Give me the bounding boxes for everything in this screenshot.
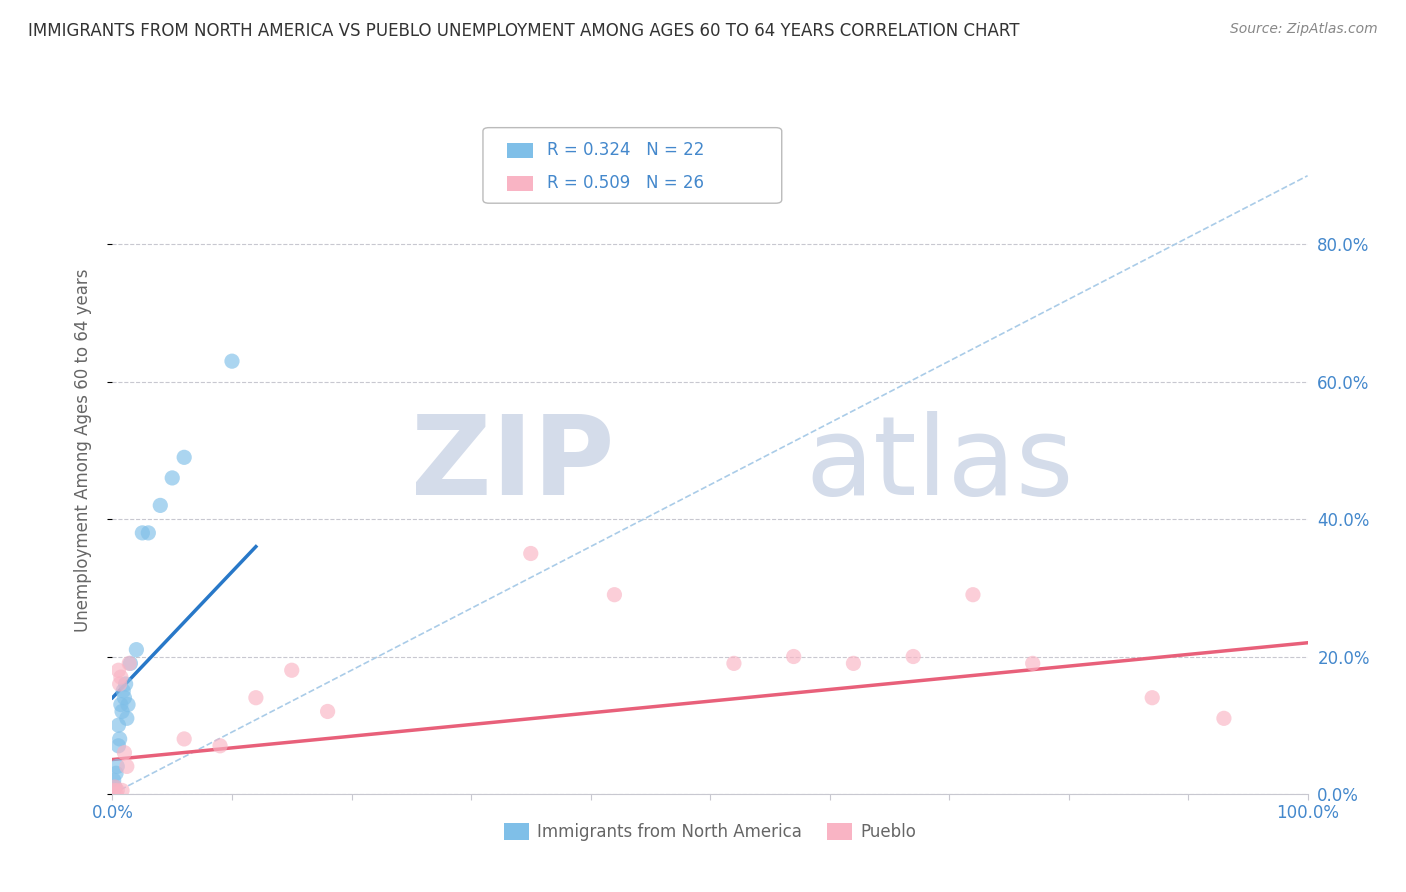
Point: [103, 773, 125, 788]
Point: [114, 677, 136, 691]
Point: [245, 690, 267, 705]
Y-axis label: Unemployment Among Ages 60 to 64 years: Unemployment Among Ages 60 to 64 years: [73, 268, 91, 632]
Point: [105, 783, 128, 797]
Text: R = 0.509   N = 26: R = 0.509 N = 26: [547, 174, 704, 193]
Point: [603, 588, 626, 602]
Point: [903, 649, 925, 664]
Point: [281, 663, 304, 677]
Point: [138, 525, 160, 540]
Text: ZIP: ZIP: [411, 410, 614, 517]
Point: [782, 649, 804, 664]
Point: [105, 759, 128, 773]
Point: [107, 663, 129, 677]
Point: [110, 698, 132, 712]
Point: [111, 705, 134, 719]
Legend: Immigrants from North America, Pueblo: Immigrants from North America, Pueblo: [498, 816, 922, 847]
Point: [115, 759, 138, 773]
Point: [108, 731, 131, 746]
Point: [1142, 690, 1164, 705]
Point: [173, 450, 195, 465]
Point: [209, 739, 232, 753]
Point: [162, 471, 183, 485]
Point: [221, 354, 243, 368]
Point: [114, 690, 135, 705]
Point: [108, 677, 131, 691]
Point: [115, 711, 138, 725]
Point: [114, 746, 135, 760]
Point: [173, 731, 195, 746]
Point: [104, 780, 127, 794]
FancyBboxPatch shape: [508, 143, 533, 158]
Point: [110, 670, 132, 684]
Point: [1213, 711, 1236, 725]
Point: [520, 546, 543, 561]
Point: [117, 698, 139, 712]
Text: atlas: atlas: [806, 410, 1074, 517]
Text: Source: ZipAtlas.com: Source: ZipAtlas.com: [1230, 22, 1378, 37]
Point: [103, 783, 125, 797]
Point: [723, 657, 745, 671]
Text: R = 0.324   N = 22: R = 0.324 N = 22: [547, 141, 704, 160]
Point: [105, 787, 128, 801]
Point: [962, 588, 984, 602]
Point: [1022, 657, 1045, 671]
Point: [107, 718, 129, 732]
Point: [316, 705, 339, 719]
Point: [107, 739, 129, 753]
Point: [149, 499, 172, 513]
Point: [105, 766, 128, 780]
Point: [111, 783, 134, 797]
Point: [120, 657, 142, 671]
FancyBboxPatch shape: [484, 128, 782, 203]
Point: [118, 657, 141, 671]
FancyBboxPatch shape: [508, 176, 533, 191]
Point: [131, 525, 153, 540]
Point: [112, 683, 135, 698]
Point: [104, 780, 127, 794]
Point: [125, 642, 148, 657]
Text: IMMIGRANTS FROM NORTH AMERICA VS PUEBLO UNEMPLOYMENT AMONG AGES 60 TO 64 YEARS C: IMMIGRANTS FROM NORTH AMERICA VS PUEBLO …: [28, 22, 1019, 40]
Point: [842, 657, 865, 671]
